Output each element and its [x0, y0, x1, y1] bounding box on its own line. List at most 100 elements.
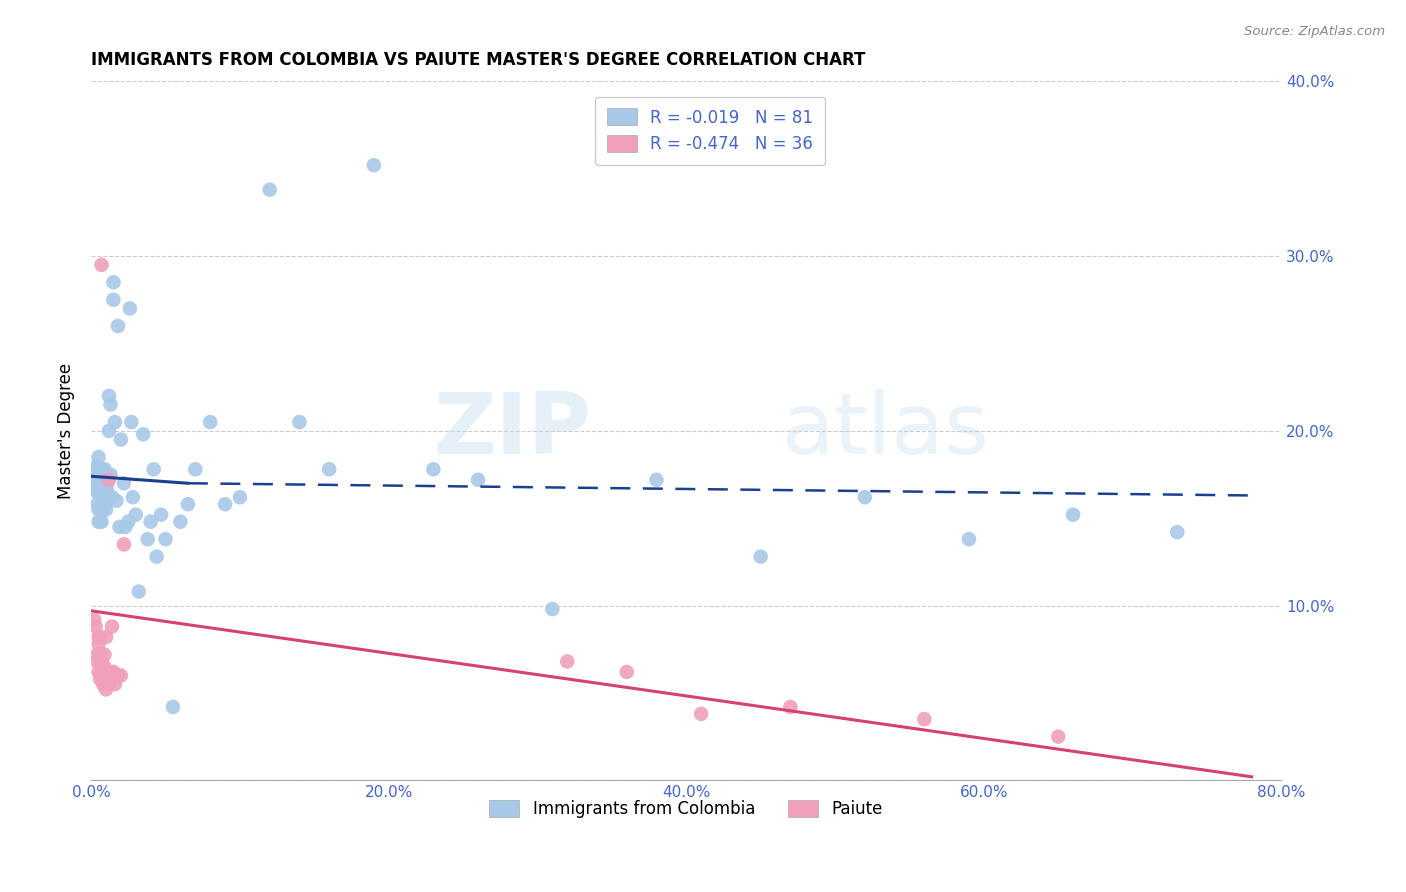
Point: [155, 532, 177, 546]
Point: [104, 415, 127, 429]
Point: [107, 318, 129, 333]
Point: [139, 515, 162, 529]
Point: [229, 490, 252, 504]
Point: [94, 682, 117, 697]
Point: [94, 467, 117, 482]
Point: [318, 462, 340, 476]
Point: [90, 665, 112, 679]
Point: [84, 480, 107, 494]
Point: [912, 712, 935, 726]
Point: [118, 301, 141, 316]
Point: [93, 480, 115, 494]
Point: [89, 467, 111, 482]
Point: [177, 497, 200, 511]
Point: [93, 462, 115, 476]
Point: [91, 485, 114, 500]
Legend: Immigrants from Colombia, Paiute: Immigrants from Colombia, Paiute: [482, 793, 890, 824]
Text: Source: ZipAtlas.com: Source: ZipAtlas.com: [1244, 25, 1385, 38]
Point: [96, 665, 118, 679]
Point: [89, 630, 111, 644]
Point: [363, 158, 385, 172]
Point: [91, 659, 114, 673]
Point: [98, 424, 121, 438]
Point: [110, 433, 132, 447]
Point: [100, 398, 122, 412]
Point: [112, 537, 135, 551]
Point: [91, 502, 114, 516]
Y-axis label: Master's Degree: Master's Degree: [58, 363, 75, 499]
Point: [89, 515, 111, 529]
Point: [125, 508, 148, 522]
Point: [84, 619, 107, 633]
Point: [86, 458, 108, 473]
Point: [84, 462, 107, 476]
Point: [100, 665, 122, 679]
Point: [90, 485, 112, 500]
Point: [87, 515, 110, 529]
Point: [90, 515, 112, 529]
Point: [120, 415, 142, 429]
Point: [86, 497, 108, 511]
Point: [93, 497, 115, 511]
Point: [86, 648, 108, 662]
Point: [121, 490, 143, 504]
Point: [83, 473, 105, 487]
Point: [541, 602, 564, 616]
Point: [169, 515, 191, 529]
Point: [98, 677, 121, 691]
Point: [779, 700, 801, 714]
Point: [87, 630, 110, 644]
Point: [184, 462, 207, 476]
Point: [89, 648, 111, 662]
Point: [89, 502, 111, 516]
Point: [101, 619, 124, 633]
Point: [89, 672, 111, 686]
Point: [90, 462, 112, 476]
Point: [93, 659, 115, 673]
Point: [96, 476, 118, 491]
Point: [96, 672, 118, 686]
Point: [853, 490, 876, 504]
Point: [145, 549, 167, 564]
Point: [616, 665, 638, 679]
Point: [142, 462, 165, 476]
Point: [112, 476, 135, 491]
Point: [83, 613, 105, 627]
Point: [749, 549, 772, 564]
Point: [957, 532, 980, 546]
Point: [1047, 730, 1070, 744]
Point: [103, 275, 125, 289]
Point: [87, 450, 110, 464]
Point: [117, 515, 139, 529]
Point: [87, 485, 110, 500]
Point: [100, 467, 122, 482]
Point: [87, 467, 110, 482]
Point: [105, 493, 128, 508]
Point: [94, 630, 117, 644]
Point: [98, 389, 121, 403]
Point: [87, 665, 110, 679]
Point: [101, 490, 124, 504]
Point: [150, 508, 173, 522]
Point: [136, 532, 159, 546]
Point: [198, 415, 221, 429]
Point: [467, 473, 489, 487]
Point: [91, 677, 114, 691]
Point: [1062, 508, 1084, 522]
Point: [132, 427, 155, 442]
Point: [89, 467, 111, 482]
Point: [259, 183, 281, 197]
Point: [89, 485, 111, 500]
Point: [86, 485, 108, 500]
Point: [96, 485, 118, 500]
Point: [214, 497, 236, 511]
Point: [91, 467, 114, 482]
Point: [288, 415, 311, 429]
Point: [82, 467, 104, 482]
Point: [87, 502, 110, 516]
Point: [103, 293, 125, 307]
Point: [94, 502, 117, 516]
Point: [98, 473, 121, 487]
Point: [645, 473, 668, 487]
Point: [103, 665, 125, 679]
